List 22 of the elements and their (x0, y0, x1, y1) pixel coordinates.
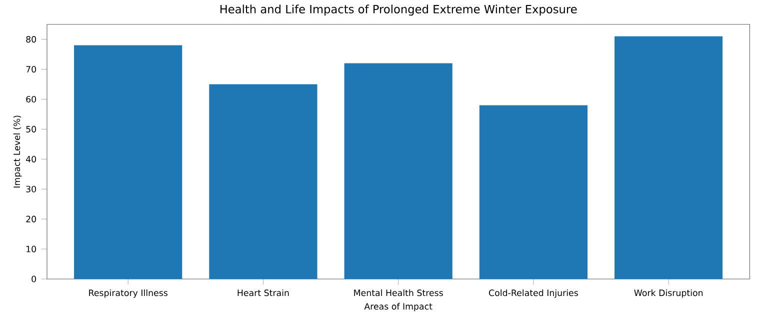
x-tick-label: Heart Strain (238, 289, 289, 296)
y-tick-label: 50 (26, 126, 36, 132)
y-tick-label: 10 (26, 246, 36, 252)
x-tick-label: Mental Health Stress (354, 289, 443, 296)
bar (614, 36, 723, 279)
y-tick-label: 20 (26, 216, 36, 222)
bar (209, 84, 318, 279)
y-tick-label: 0 (32, 276, 36, 282)
y-tick-label: 70 (26, 66, 36, 73)
y-tick-label: 60 (26, 96, 36, 103)
x-axis-title: Areas of Impact (364, 302, 432, 312)
y-tick-label: 80 (26, 36, 36, 43)
bar (74, 45, 182, 279)
y-axis-title: Impact Level (%) (13, 116, 22, 188)
x-tick-label: Cold-Related Injuries (489, 289, 578, 298)
x-tick-label: Respiratory Illness (89, 289, 168, 298)
y-tick-label: 40 (26, 156, 36, 162)
chart-title: Health and Life Impacts of Prolonged Extreme Winter Exposure (220, 4, 577, 16)
y-tick-label: 30 (26, 186, 36, 192)
bar (479, 105, 588, 279)
x-tick-label: Work Disruption (634, 289, 703, 298)
bar (344, 63, 452, 279)
